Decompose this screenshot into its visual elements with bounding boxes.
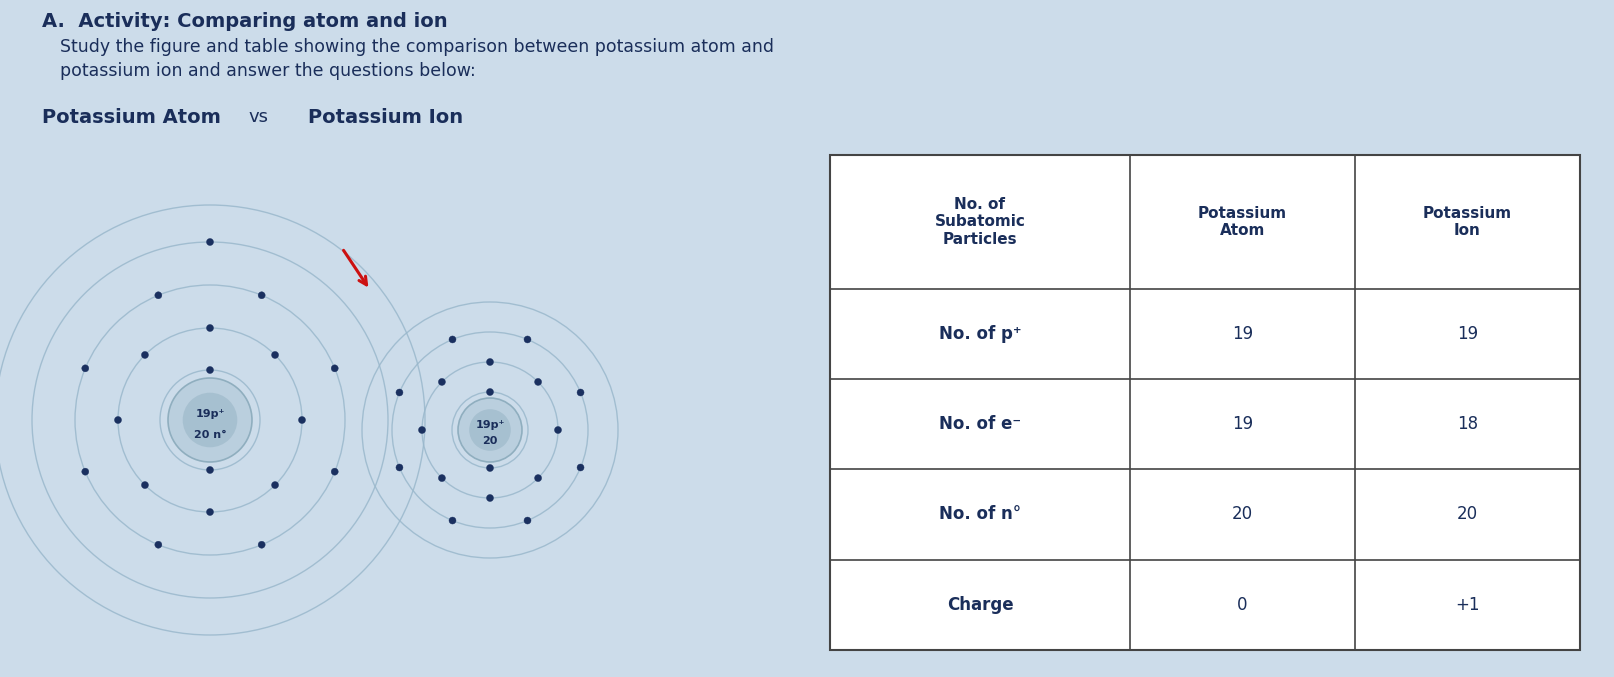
Circle shape (525, 336, 531, 343)
Circle shape (271, 351, 279, 358)
Circle shape (207, 324, 213, 332)
Text: No. of e⁻: No. of e⁻ (939, 415, 1022, 433)
Circle shape (142, 481, 148, 489)
Circle shape (555, 427, 562, 433)
Circle shape (207, 366, 213, 374)
Circle shape (470, 409, 510, 451)
Circle shape (439, 475, 445, 481)
Text: vs: vs (249, 108, 268, 126)
Text: 20 n°: 20 n° (194, 430, 226, 439)
Circle shape (168, 378, 252, 462)
Text: Charge: Charge (947, 596, 1014, 614)
Text: No. of n°: No. of n° (939, 506, 1022, 523)
Circle shape (207, 508, 213, 515)
Text: 18: 18 (1457, 415, 1478, 433)
Text: 20: 20 (1457, 506, 1478, 523)
Text: 19: 19 (1457, 325, 1478, 343)
Circle shape (271, 481, 279, 489)
Circle shape (182, 393, 237, 447)
Circle shape (395, 389, 404, 396)
Circle shape (418, 427, 426, 433)
Text: Potassium Atom: Potassium Atom (42, 108, 221, 127)
Text: Potassium
Ion: Potassium Ion (1424, 206, 1512, 238)
Circle shape (578, 389, 584, 396)
Circle shape (155, 541, 161, 548)
Text: A.  Activity: Comparing atom and ion: A. Activity: Comparing atom and ion (42, 12, 447, 31)
Circle shape (207, 238, 213, 246)
Circle shape (449, 517, 457, 524)
Text: +1: +1 (1456, 596, 1480, 614)
Circle shape (449, 336, 457, 343)
Circle shape (534, 378, 542, 385)
Circle shape (486, 464, 494, 471)
Text: 20: 20 (1231, 506, 1252, 523)
Circle shape (486, 359, 494, 366)
Circle shape (155, 292, 161, 299)
Circle shape (258, 292, 265, 299)
Bar (830, 155, 1580, 650)
Circle shape (486, 389, 494, 395)
Text: 19: 19 (1231, 325, 1252, 343)
Text: potassium ion and answer the questions below:: potassium ion and answer the questions b… (60, 62, 476, 80)
Circle shape (331, 468, 339, 475)
Text: 19p⁺: 19p⁺ (475, 420, 505, 430)
Circle shape (82, 468, 89, 475)
Text: No. of
Subatomic
Particles: No. of Subatomic Particles (935, 197, 1025, 246)
Circle shape (534, 475, 542, 481)
Circle shape (395, 464, 404, 471)
Text: 20: 20 (483, 436, 497, 446)
Text: 19: 19 (1231, 415, 1252, 433)
Circle shape (458, 398, 521, 462)
Circle shape (115, 416, 121, 424)
Text: 19p⁺: 19p⁺ (195, 409, 224, 418)
Circle shape (578, 464, 584, 471)
Circle shape (258, 541, 265, 548)
Text: Potassium
Atom: Potassium Atom (1198, 206, 1286, 238)
Circle shape (486, 494, 494, 502)
Text: Potassium Ion: Potassium Ion (308, 108, 463, 127)
Circle shape (525, 517, 531, 524)
Circle shape (142, 351, 148, 358)
Text: Study the figure and table showing the comparison between potassium atom and: Study the figure and table showing the c… (60, 38, 775, 56)
Circle shape (299, 416, 305, 424)
Circle shape (207, 466, 213, 473)
Text: No. of p⁺: No. of p⁺ (939, 325, 1022, 343)
Text: 0: 0 (1238, 596, 1248, 614)
Circle shape (439, 378, 445, 385)
Circle shape (82, 365, 89, 372)
Circle shape (331, 365, 339, 372)
